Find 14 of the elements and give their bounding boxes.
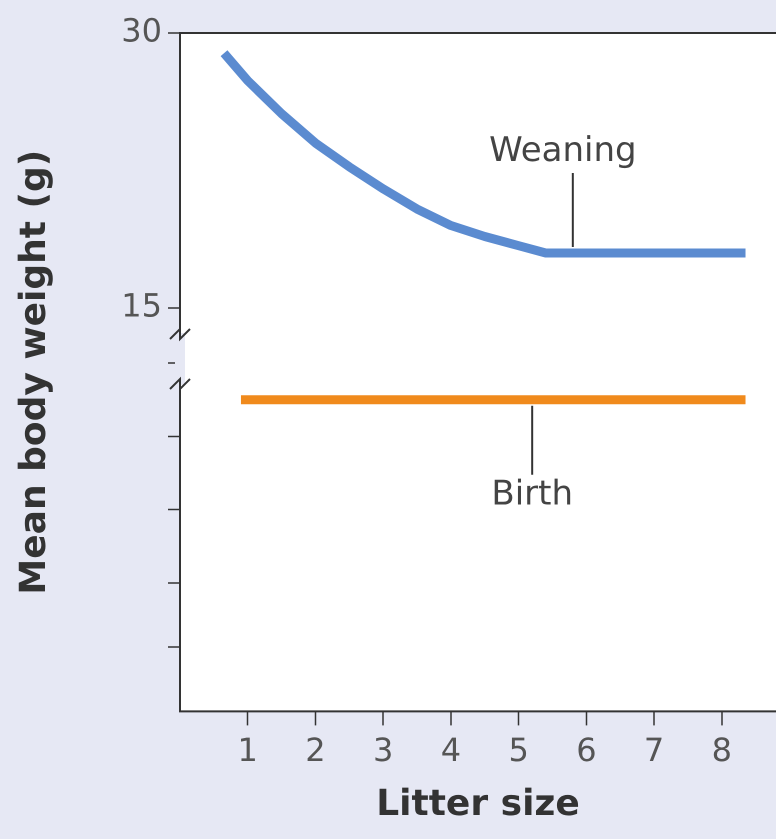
x-tick-label: 6: [576, 730, 597, 769]
y-tick-label: 30: [121, 11, 162, 50]
x-tick-label: 3: [373, 730, 394, 769]
y-axis-title: Mean body weight (g): [12, 150, 54, 595]
x-tick-label: 2: [305, 730, 326, 769]
x-tick-label: 5: [508, 730, 529, 769]
annotation: Weaning: [489, 130, 637, 170]
x-tick-label: 4: [440, 730, 462, 769]
x-tick-label: 1: [238, 730, 258, 769]
x-tick-label: 7: [644, 730, 664, 769]
x-tick-label: 8: [712, 730, 732, 769]
y-tick-label: 15: [121, 286, 162, 324]
annotation: Birth: [491, 474, 573, 514]
x-axis-title: Litter size: [376, 782, 580, 824]
